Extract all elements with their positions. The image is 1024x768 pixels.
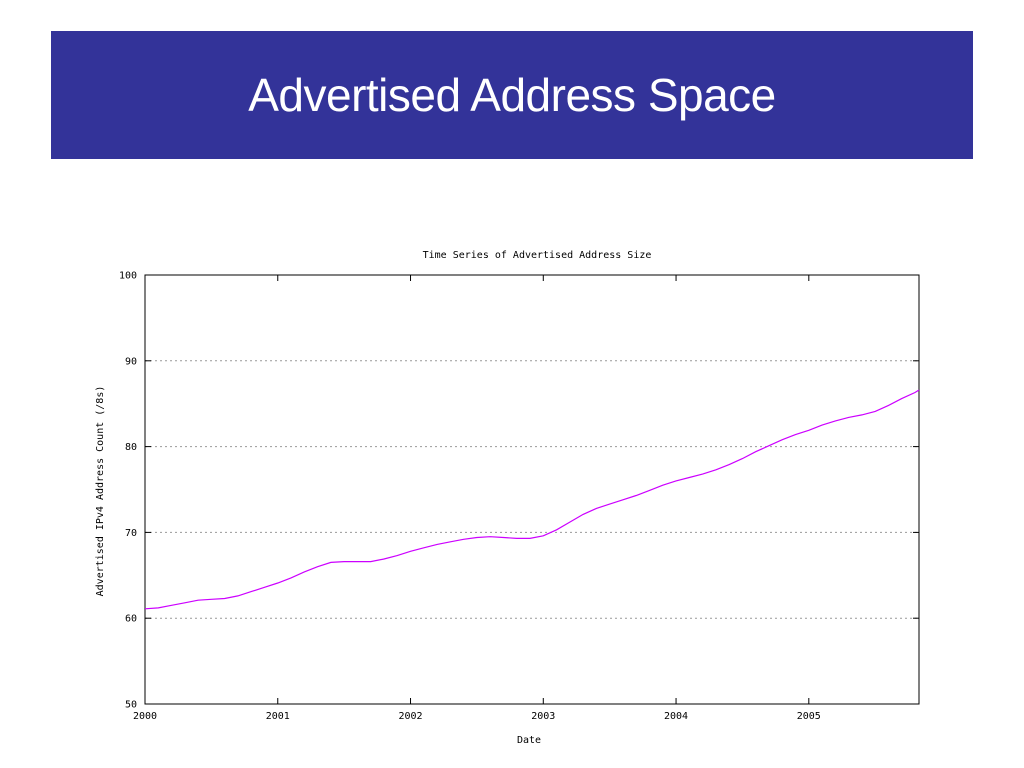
slide-title: Advertised Address Space [248, 69, 776, 121]
y-tick-label: 60 [125, 614, 137, 625]
tick-labels: 50 60 70 80 90 100 2000 2001 2002 2003 2004 2005 [119, 271, 821, 723]
x-tick-label: 2004 [664, 711, 688, 722]
y-tick-label: 70 [125, 528, 137, 539]
y-tick-label: 50 [125, 700, 137, 711]
y-axis-label: Advertised IPv4 Address Count (/8s) [95, 386, 106, 597]
series-line [144, 389, 920, 610]
y-tick-label: 100 [119, 271, 137, 282]
y-tick-label: 90 [125, 356, 137, 367]
x-tick-label: 2005 [797, 711, 821, 722]
axis-ticks [144, 274, 919, 705]
x-tick-label: 2001 [266, 711, 290, 722]
title-banner: Advertised Address Space [51, 31, 973, 159]
x-tick-label: 2003 [531, 711, 555, 722]
plot-frame [144, 274, 920, 705]
x-axis-label: Date [517, 735, 541, 746]
x-tick-label: 2002 [398, 711, 422, 722]
chart-title: Time Series of Advertised Address Size [423, 250, 652, 261]
x-tick-label: 2000 [133, 711, 157, 722]
grid-lines [145, 360, 919, 619]
y-tick-label: 80 [125, 442, 137, 453]
